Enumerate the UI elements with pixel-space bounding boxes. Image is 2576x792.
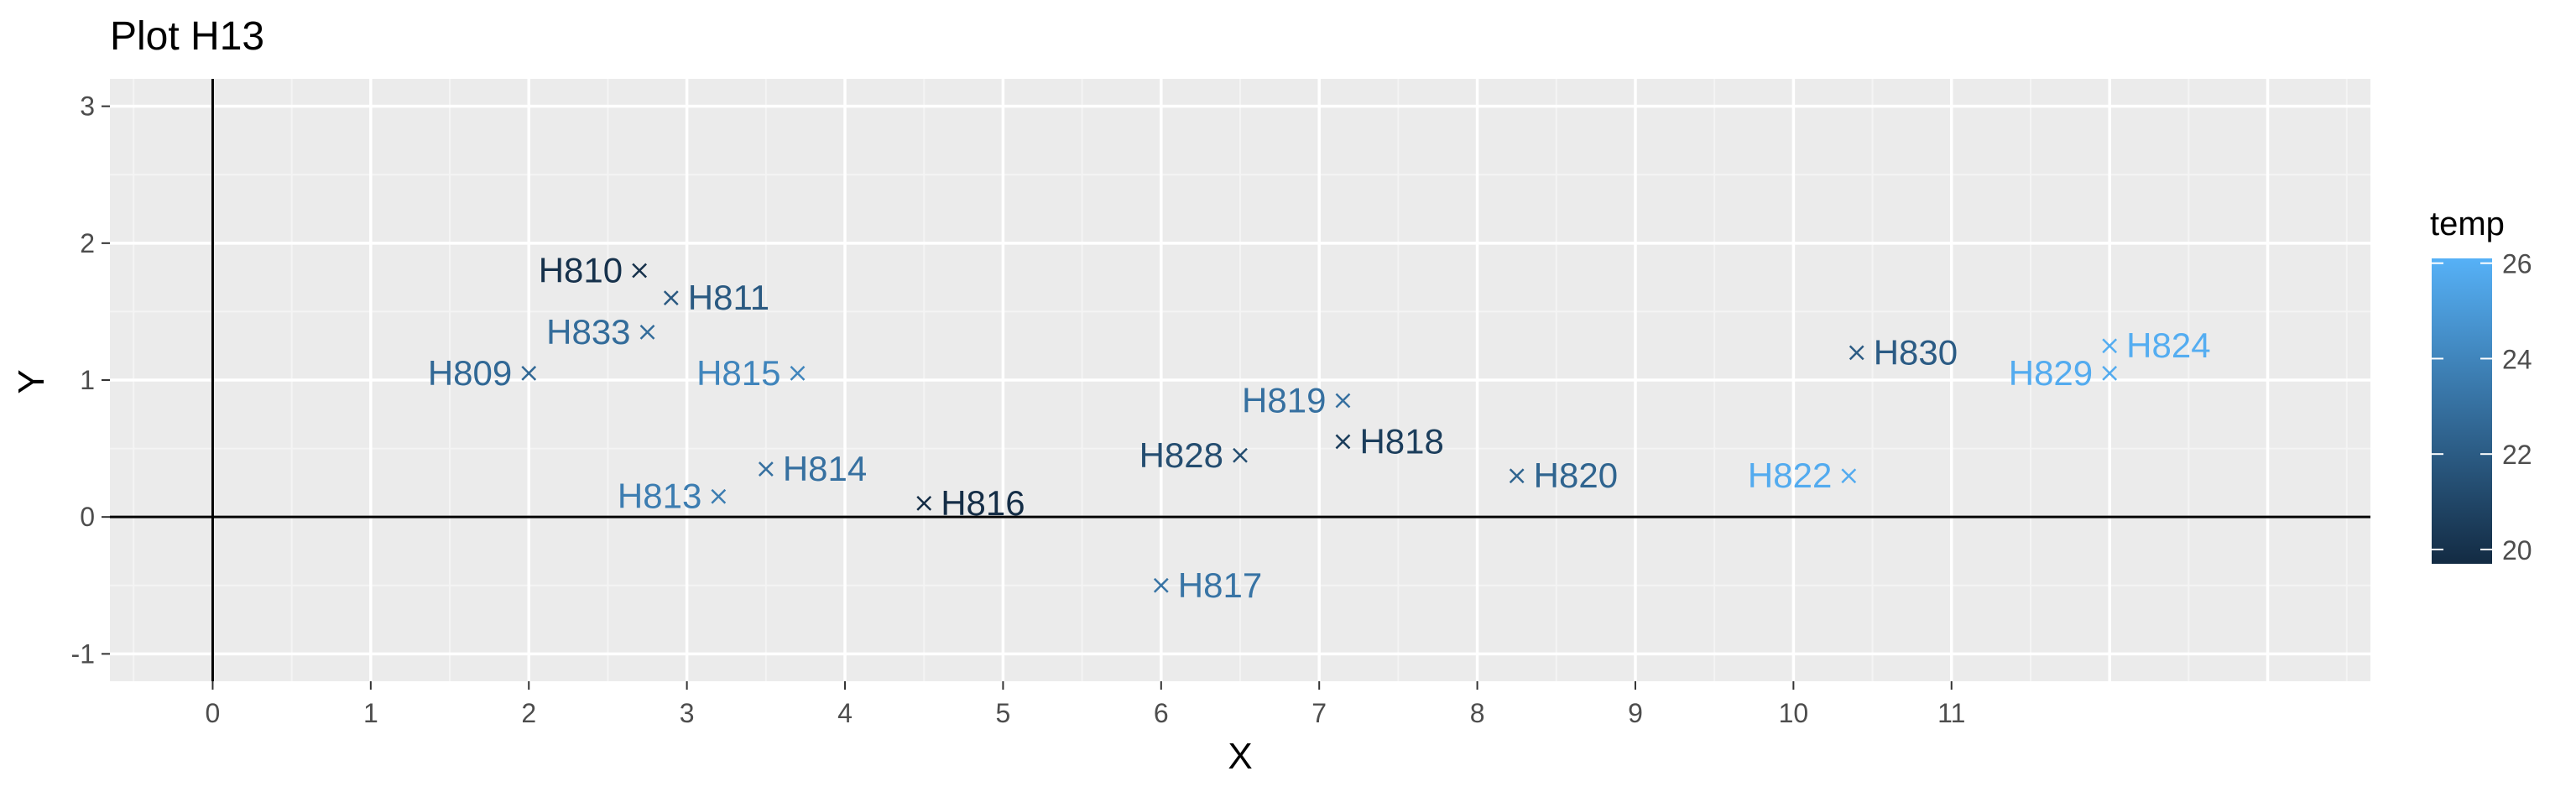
data-point: H833 [546,312,655,352]
point-marker [1841,468,1857,484]
x-tick-label: 4 [837,698,853,728]
point-label: H810 [539,250,623,289]
point-marker [711,488,727,504]
colorbar [2432,258,2492,564]
point-label: H809 [428,353,512,393]
y-axis: -1 0 1 2 3 [71,91,110,669]
point-marker [1233,447,1248,463]
point-label: H822 [1748,456,1832,495]
point-marker [916,495,932,511]
x-tick-label: 7 [1311,698,1327,728]
colorbar-tick-label: 26 [2502,249,2532,279]
point-label: H820 [1534,456,1618,495]
data-point: H813 [618,477,727,516]
point-label: H815 [696,353,780,393]
point-label: H829 [2009,353,2093,393]
point-marker [663,290,679,305]
point-marker [1335,434,1351,450]
x-tick-label: 9 [1628,698,1643,728]
data-point: H822 [1748,456,1857,495]
x-tick-label: 6 [1154,698,1169,728]
point-label: H813 [618,477,701,516]
y-tick-label: 2 [80,228,95,258]
data-point: H829 [2009,353,2118,393]
point-label: H814 [783,449,867,488]
point-marker [1153,577,1169,593]
point-marker [521,365,537,381]
data-point: H819 [1242,380,1351,419]
colorbar-tick-label: 20 [2502,535,2532,565]
point-label: H818 [1359,421,1443,461]
data-point: H824 [2102,326,2211,365]
point-marker [639,325,655,340]
data-point: H820 [1509,456,1618,495]
chart-title: Plot H13 [110,14,264,59]
x-tick-label: 2 [521,698,536,728]
point-marker [1849,345,1864,361]
y-tick-label: 1 [80,365,95,395]
x-tick-label: 10 [1779,698,1809,728]
point-label: H817 [1178,565,1262,605]
y-axis-title: Y [11,369,52,393]
x-axis: 0 1 2 3 4 5 6 7 8 9 10 11 [206,681,1965,728]
data-point: H810 [539,250,647,289]
point-label: H828 [1139,435,1223,475]
point-marker [632,263,647,279]
colorbar-ticks: 20 22 24 26 [2432,249,2532,565]
x-tick-label: 11 [1937,698,1965,728]
point-label: H830 [1874,332,1958,372]
point-marker [1335,393,1351,409]
point-label: H824 [2126,326,2210,365]
data-point: H815 [696,353,806,393]
point-label: H816 [941,483,1025,523]
data-point: H816 [916,483,1025,523]
data-point: H811 [663,278,769,317]
data-point: H809 [428,353,537,393]
y-tick-label: 0 [80,502,95,532]
color-legend: temp 20 22 24 26 [2430,206,2532,565]
point-label: H833 [546,312,630,352]
data-point: H830 [1849,332,1958,372]
x-tick-label: 5 [996,698,1011,728]
x-axis-title: X [1228,736,1252,777]
point-marker [758,461,774,477]
point-marker [2102,338,2118,354]
data-point: H828 [1139,435,1248,475]
data-point: H818 [1335,421,1444,461]
legend-title: temp [2430,206,2505,242]
y-tick-label: -1 [71,638,95,669]
colorbar-tick-label: 22 [2502,440,2532,470]
point-marker [790,365,806,381]
data-point: H814 [758,449,867,488]
colorbar-tick-label: 24 [2502,344,2532,374]
data-point: H817 [1153,565,1262,605]
point-marker [2102,365,2118,381]
reference-lines [110,79,2370,681]
point-marker [1509,468,1525,484]
x-tick-label: 1 [363,698,378,728]
x-tick-label: 3 [680,698,695,728]
y-tick-label: 3 [80,91,95,122]
x-tick-label: 8 [1470,698,1485,728]
point-label: H811 [688,278,769,317]
x-tick-label: 0 [206,698,221,728]
data-points: H809 H810 H811 H813 H814 H815 H816 H817 H818 H819… [428,250,2211,604]
point-label: H819 [1242,380,1326,419]
